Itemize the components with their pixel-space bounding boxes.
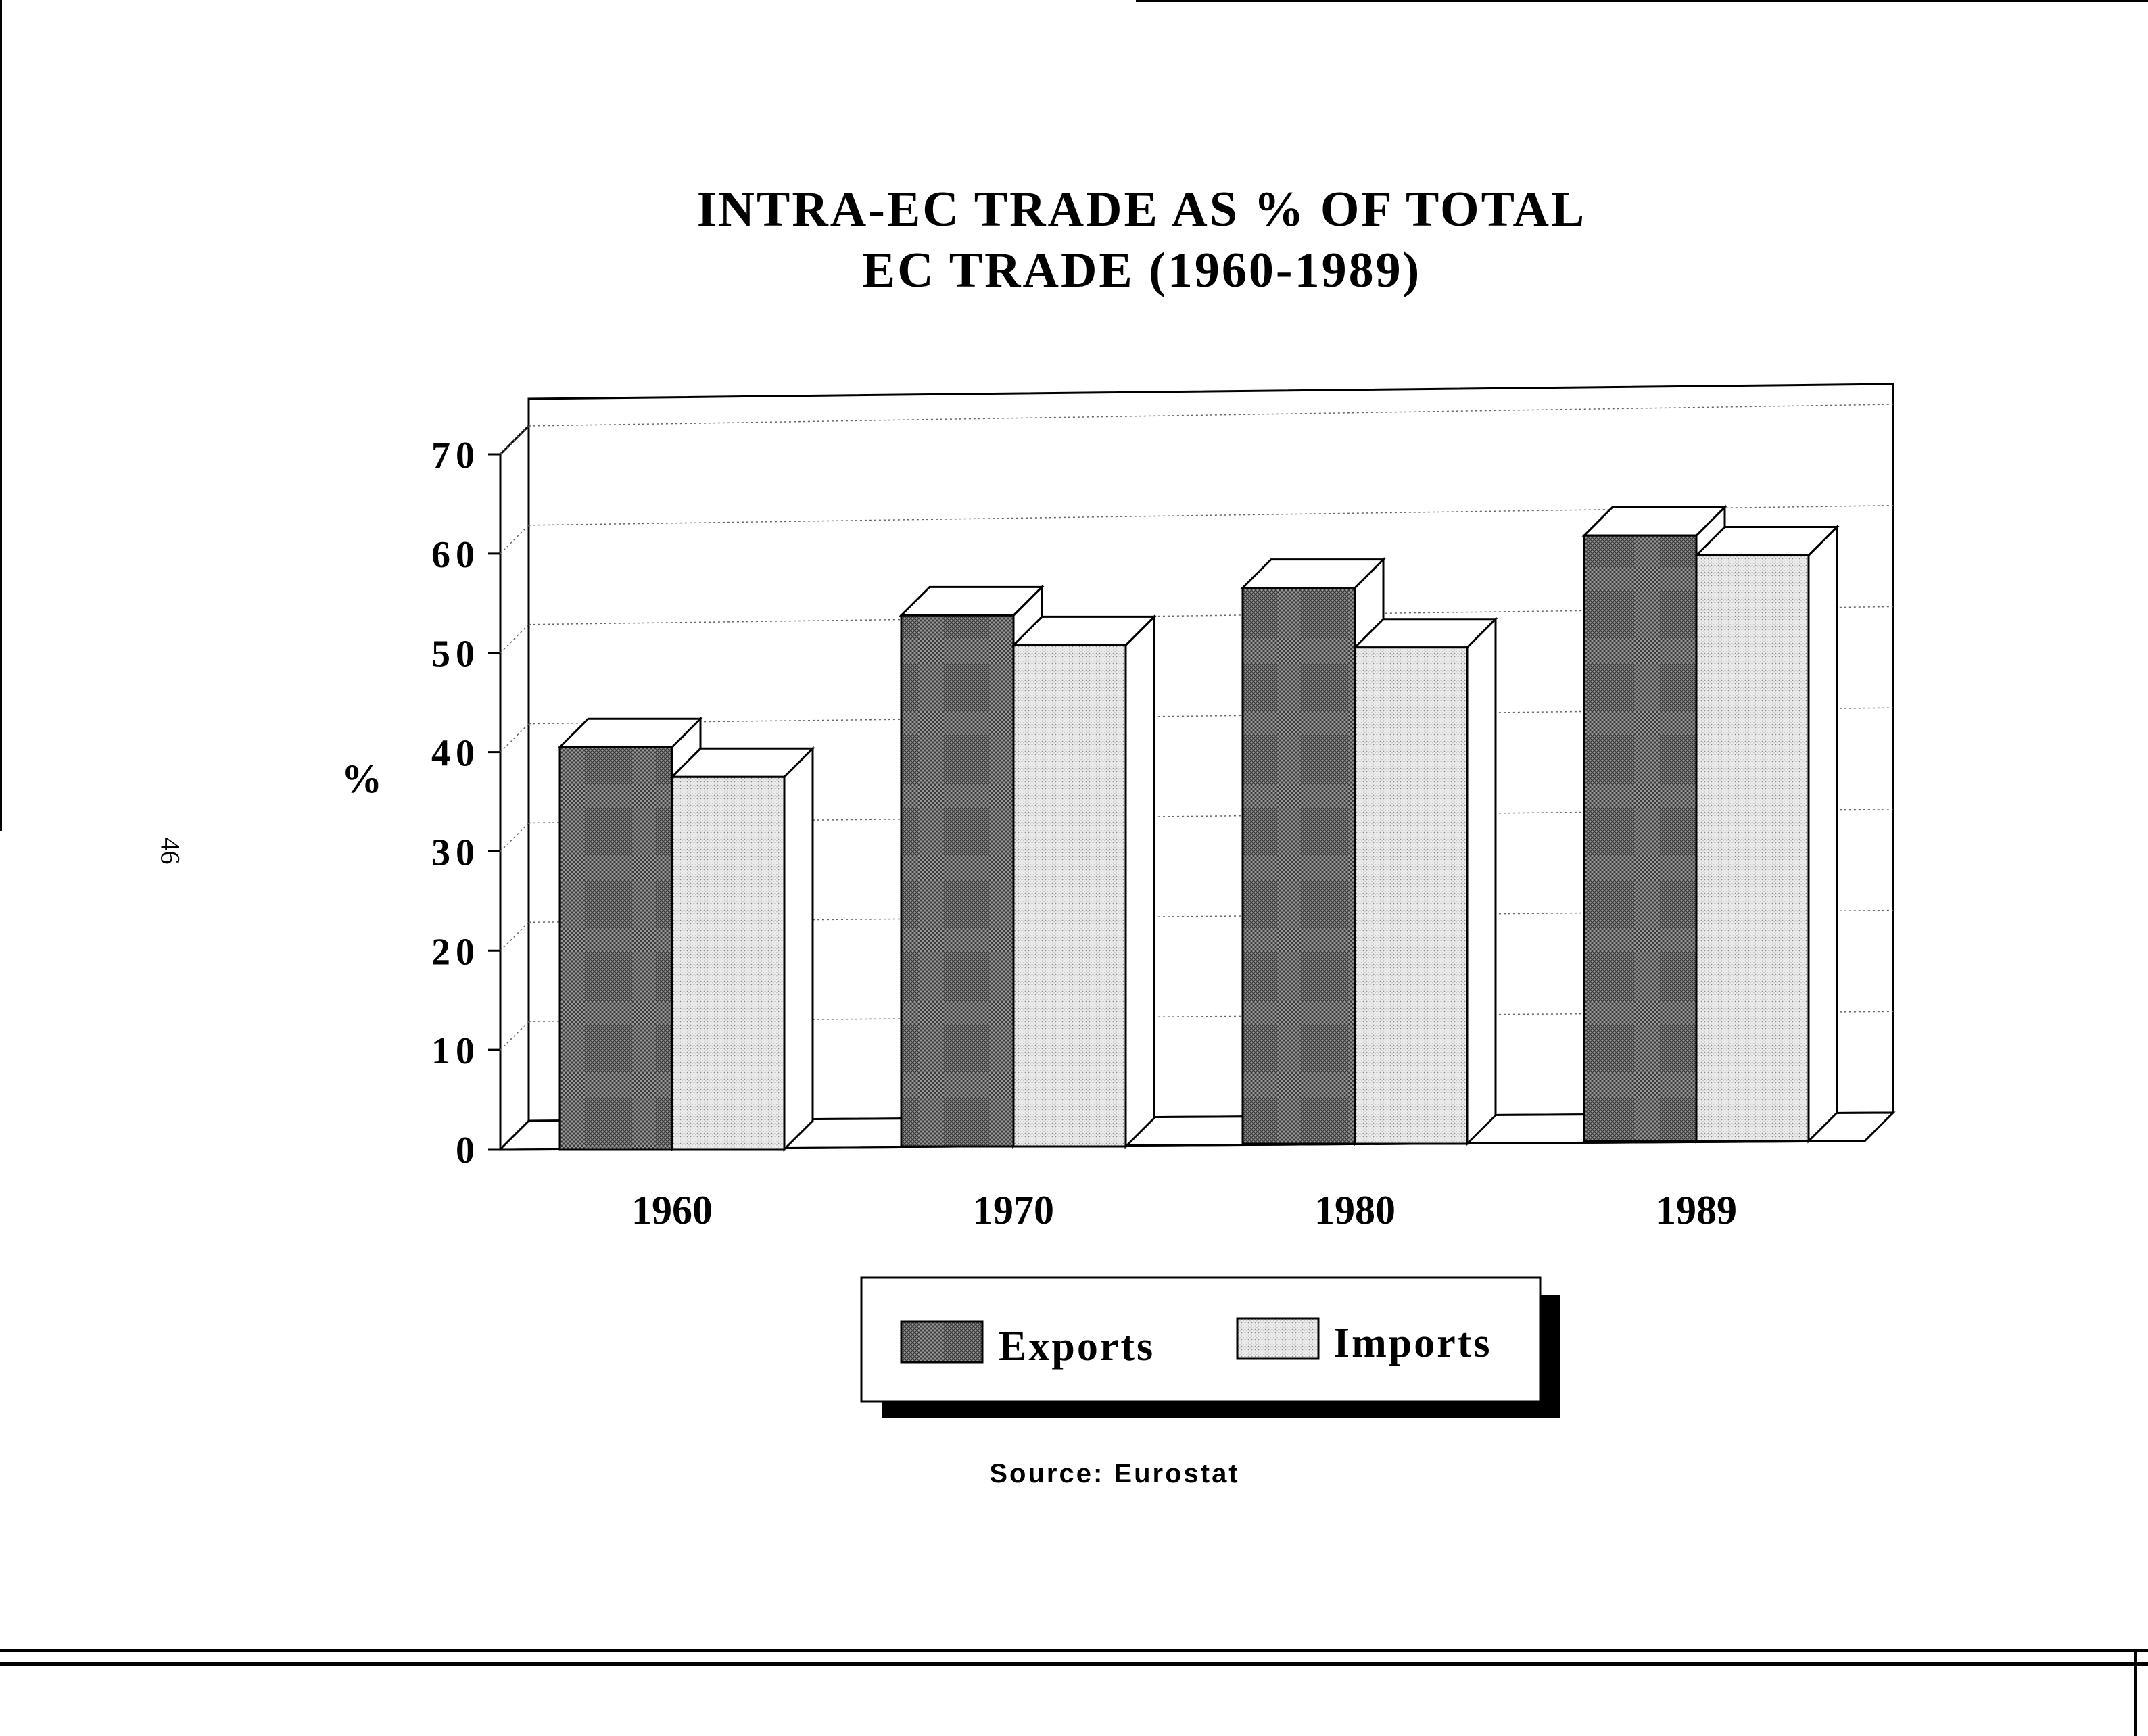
bottom-rule-thin [0, 1649, 2148, 1652]
bottom-right-rule [2134, 1649, 2137, 1736]
y-tick-label: 40 [431, 733, 480, 775]
bar-side [1466, 617, 1497, 1147]
y-tick-label: 30 [431, 831, 480, 873]
gridline [528, 404, 1894, 427]
bar-imports-1989 [1694, 524, 1840, 1144]
bar-front [1354, 646, 1469, 1145]
left-border-rule [0, 0, 2, 831]
top-border-rule [1136, 0, 2148, 2]
axes-layer [488, 383, 1896, 1151]
bar-front [558, 746, 673, 1151]
gridline-side [500, 723, 529, 753]
bottom-rule-thick [0, 1662, 2148, 1666]
gridline-side [500, 822, 529, 852]
x-tick-label: 1960 [631, 1188, 713, 1232]
y-tick-label: 70 [431, 435, 480, 477]
bars-layer [557, 504, 1840, 1152]
chart-title-line-2: EC TRADE (1960-1989) [861, 243, 1422, 298]
legend: Exports Imports [860, 1276, 1560, 1418]
legend-label-imports: Imports [1333, 1320, 1492, 1366]
bar-front [1583, 534, 1698, 1142]
y-tick-label: 60 [431, 534, 480, 576]
bar-side [1807, 524, 1838, 1144]
y-tick-label: 50 [431, 633, 480, 675]
bar-front [1241, 587, 1356, 1145]
y-axis-label: % [341, 756, 382, 801]
bar-imports-1980 [1352, 617, 1498, 1147]
gridline-side [500, 1021, 529, 1051]
y-tick-label: 10 [431, 1030, 480, 1072]
bar-imports-1960 [669, 746, 815, 1152]
chart-title: INTRA-EC TRADE AS % OF TOTAL [696, 182, 1587, 237]
bar-imports-1970 [1011, 614, 1157, 1149]
gridline-side [500, 425, 529, 455]
bar-front [1012, 644, 1127, 1148]
bar-front [1695, 554, 1810, 1142]
y-tick-label: 0 [456, 1130, 480, 1172]
x-tick-label: 1980 [1314, 1188, 1395, 1232]
x-tick-label: 1989 [1656, 1188, 1737, 1232]
gridline-side [500, 525, 529, 554]
legend-swatch-imports [1236, 1317, 1320, 1360]
gridline-side [500, 921, 529, 951]
tick-labels: 0 10 20 30 40 50 60 70 1960 1970 1980 1989 [431, 435, 1737, 1232]
bar-side [783, 746, 814, 1152]
bar-front [900, 614, 1015, 1148]
legend-swatch-exports [900, 1320, 984, 1364]
bar-side [1124, 614, 1155, 1149]
source-note: Source: Eurostat [989, 1459, 1240, 1489]
legend-label-exports: Exports [999, 1324, 1155, 1370]
bar-chart: 0 10 20 30 40 50 60 70 1960 1970 1980 1989 % Export… [341, 383, 1896, 1418]
bar-front [671, 775, 786, 1151]
gridline-side [500, 624, 529, 654]
x-tick-label: 1970 [973, 1188, 1054, 1232]
y-tick-label: 20 [431, 931, 480, 973]
